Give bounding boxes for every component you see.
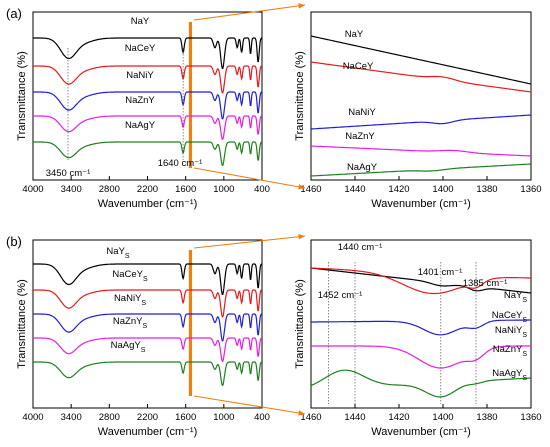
- series-line-naniy: [33, 313, 263, 342]
- x-tick-label: 1420: [388, 184, 409, 195]
- y-axis-label: Transmittance (%): [16, 279, 28, 368]
- zoom-arrow-top: [193, 235, 306, 249]
- annotation: 1401 cm⁻¹: [418, 267, 463, 278]
- series-line-nay: [33, 37, 263, 69]
- series-label: NaY: [345, 29, 364, 40]
- series-label: NaAgYS: [111, 340, 146, 354]
- zoom-arrow-bottom-head: [298, 184, 305, 190]
- x-tick-label: 2800: [99, 184, 120, 195]
- series-label: NaAgYS: [492, 368, 527, 382]
- series-label: NaYS: [504, 290, 527, 304]
- series-line-nay: [310, 35, 532, 85]
- highlight-band: [188, 250, 193, 396]
- series-label: NaCeY: [125, 43, 156, 54]
- series-label: NaZnYS: [493, 344, 528, 358]
- series-line-naniy: [311, 319, 531, 336]
- series-label: NaNiYS: [495, 325, 527, 339]
- series-line-naagy: [310, 163, 532, 177]
- series-label: NaCeY: [343, 61, 374, 72]
- series-label: NaNiYS: [114, 293, 146, 307]
- x-tick-label: 1360: [520, 184, 541, 195]
- x-tick-label: 400: [254, 412, 270, 423]
- x-tick-label: 1600: [175, 184, 196, 195]
- series-label: NaZnY: [125, 95, 155, 106]
- series-line-nazny: [310, 145, 532, 157]
- series-line-nazny: [311, 345, 531, 369]
- highlight-band: [188, 22, 193, 168]
- x-axis-label: Wavenumber (cm⁻¹): [371, 426, 471, 438]
- zoom-arrow-bottom: [193, 395, 306, 415]
- series-line-nay: [310, 267, 532, 294]
- x-tick-label: 4000: [22, 412, 43, 423]
- x-tick-label: 2200: [137, 412, 158, 423]
- series-line-naagy: [33, 361, 263, 386]
- x-tick-label: 1380: [476, 412, 497, 423]
- zoom-arrow-bottom: [193, 167, 306, 189]
- x-tick-label: 1400: [432, 184, 453, 195]
- series-label: NaAgY: [347, 162, 378, 173]
- zoom-arrow-top: [193, 4, 306, 21]
- series-line-nazny: [33, 337, 263, 362]
- x-tick-label: 1460: [300, 184, 321, 195]
- y-axis-label: Transmittance (%): [294, 279, 306, 368]
- y-axis-label: Transmittance (%): [16, 51, 28, 140]
- series-label: NaZnY: [345, 131, 375, 142]
- x-tick-label: 1000: [213, 412, 234, 423]
- x-tick-label: 1000: [213, 184, 234, 195]
- series-line-nazny: [33, 115, 263, 140]
- series-line-nacey: [33, 289, 263, 318]
- zoom-arrow-top-head: [298, 3, 305, 9]
- x-tick-label: 1380: [476, 184, 497, 195]
- series-line-naagy: [33, 141, 263, 166]
- x-tick-label: 1440: [344, 412, 365, 423]
- panel-label-b: (b): [6, 234, 22, 249]
- annotation: 1452 cm⁻¹: [318, 290, 363, 301]
- x-tick-label: 400: [254, 184, 270, 195]
- series-label: NaCeYS: [112, 269, 148, 283]
- annotation: 1440 cm⁻¹: [338, 242, 383, 253]
- series-line-naniy: [33, 91, 263, 120]
- x-tick-label: 2800: [99, 412, 120, 423]
- x-tick-label: 4000: [22, 184, 43, 195]
- series-line-naagy: [310, 369, 532, 398]
- x-tick-label: 1420: [388, 412, 409, 423]
- x-tick-label: 1400: [432, 412, 453, 423]
- x-axis-label: Wavenumber (cm⁻¹): [98, 426, 198, 438]
- series-line-naniy: [310, 114, 532, 130]
- zoom-arrow-bottom-head: [298, 410, 305, 416]
- y-axis-label: Transmittance (%): [294, 51, 306, 140]
- x-axis-label: Wavenumber (cm⁻¹): [371, 198, 471, 210]
- series-line-nacey: [33, 65, 263, 94]
- x-tick-label: 3400: [61, 184, 82, 195]
- x-tick-label: 1440: [344, 184, 365, 195]
- series-line-nacey: [310, 61, 532, 93]
- series-label: NaNiY: [126, 70, 154, 81]
- zoom-arrow-top-head: [298, 233, 305, 240]
- annotation: 3450 cm⁻¹: [46, 168, 91, 179]
- x-tick-label: 2200: [137, 184, 158, 195]
- series-label: NaY: [131, 16, 150, 27]
- x-tick-label: 1360: [520, 412, 541, 423]
- plot-frame: [310, 239, 532, 409]
- panel-label-a: (a): [6, 6, 22, 21]
- series-label: NaAgY: [125, 120, 156, 131]
- series-line-nacey: [310, 267, 532, 295]
- series-label: NaNiY: [348, 107, 376, 118]
- x-tick-label: 1460: [300, 412, 321, 423]
- x-tick-label: 1600: [175, 412, 196, 423]
- plot-frame: [310, 11, 532, 181]
- series-line-nay: [33, 263, 263, 295]
- series-label: NaYS: [106, 246, 129, 260]
- series-label: NaZnYS: [113, 316, 148, 330]
- x-tick-label: 3400: [61, 412, 82, 423]
- annotation: 1640 cm⁻¹: [158, 158, 203, 169]
- x-axis-label: Wavenumber (cm⁻¹): [98, 198, 198, 210]
- series-label: NaCeYS: [492, 310, 528, 324]
- annotation: 1385 cm⁻¹: [463, 278, 508, 289]
